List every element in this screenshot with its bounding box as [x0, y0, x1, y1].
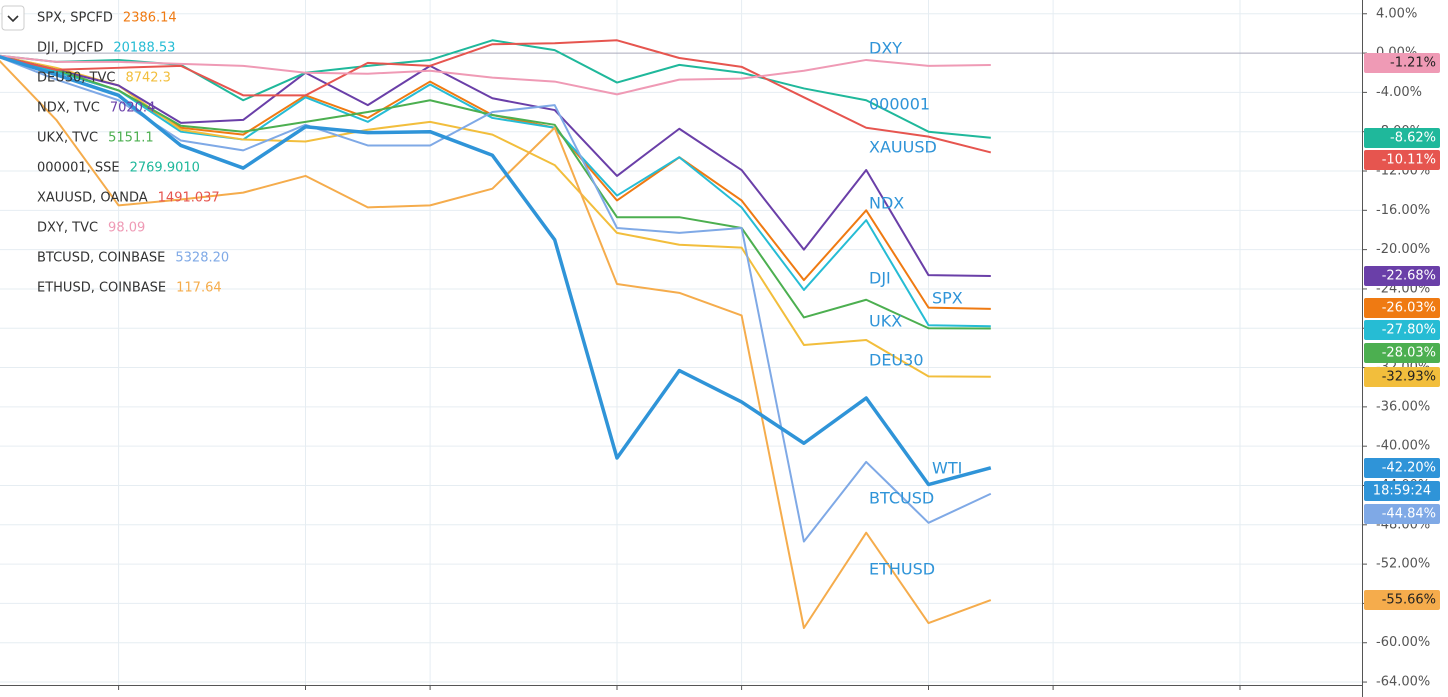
series-line — [0, 55, 992, 487]
grid — [0, 0, 1362, 685]
line-name: DXY — [869, 39, 902, 58]
legend-symbol: BTCUSD, COINBASE — [37, 251, 165, 266]
series-line — [0, 39, 992, 154]
price-badge-label: -26.03% — [1382, 301, 1436, 316]
legend-symbol: DXY, TVC — [37, 221, 98, 236]
time-axis — [0, 685, 1362, 697]
legend-price: 1491.037 — [158, 191, 220, 206]
legend-symbol: DJI, DJCFD — [37, 41, 103, 56]
chevron-icon — [7, 15, 19, 23]
price-badge-label: -32.93% — [1382, 370, 1436, 385]
line-name: DEU30 — [869, 351, 924, 370]
series-line — [0, 59, 992, 629]
price-badge-label: -44.84% — [1382, 507, 1436, 522]
countdown-badge — [1364, 481, 1440, 501]
price-badge-label: -8.62% — [1390, 131, 1436, 146]
legend-price: 7020.4 — [110, 101, 156, 116]
legend-price: 20188.53 — [113, 41, 175, 56]
line-name: ETHUSD — [869, 560, 935, 579]
price-badge — [1364, 504, 1440, 524]
price-badge — [1364, 298, 1440, 318]
plot — [0, 39, 992, 629]
legend-symbol: NDX, TVC — [37, 101, 100, 116]
line-name: XAUUSD — [869, 138, 937, 157]
y-tick-label: -4.00% — [1376, 85, 1422, 100]
y-tick-label: -64.00% — [1376, 675, 1430, 690]
price-badge-label: -55.66% — [1382, 593, 1436, 608]
line-name: WTI — [932, 459, 962, 478]
price-badge-label: -1.21% — [1390, 56, 1436, 71]
badges: -26.03% -27.80% -32.93% -22.68% -28.03% -8.62… — [1364, 53, 1440, 610]
y-tick-label: -52.00% — [1376, 557, 1430, 572]
legend-price: 8742.3 — [125, 71, 171, 86]
price-badge — [1364, 458, 1440, 478]
legend-price: 5328.20 — [175, 251, 229, 266]
line-name: NDX — [869, 194, 904, 213]
series-line — [0, 55, 991, 330]
y-tick-label: -60.00% — [1376, 635, 1430, 650]
series-line — [0, 55, 991, 328]
price-badge — [1364, 53, 1440, 73]
line-labels: SPX DJI DEU30 NDX UKX 000001 XAUUSD DXY BTCUSD ET… — [869, 39, 963, 579]
y-tick-label: -16.00% — [1376, 203, 1430, 218]
y-tick-label: -40.00% — [1376, 439, 1430, 454]
price-badge-label: -28.03% — [1382, 346, 1436, 361]
price-badge-label: -22.68% — [1382, 269, 1436, 284]
legend-symbol: ETHUSD, COINBASE — [37, 281, 166, 296]
series-line — [0, 55, 991, 277]
legend-toggle[interactable] — [1, 5, 25, 31]
legend-symbol: SPX, SPCFD — [37, 11, 113, 26]
legend-symbol: 000001, SSE — [37, 161, 120, 176]
legend-symbol: XAUUSD, OANDA — [37, 191, 148, 206]
line-name: SPX — [932, 289, 963, 308]
line-name: 000001 — [869, 95, 930, 114]
legend-symbol: DEU30, TVC — [37, 71, 115, 86]
price-badge-label: -42.20% — [1382, 461, 1436, 476]
price-badge — [1364, 320, 1440, 340]
series-line — [0, 56, 992, 543]
y-tick-label: -20.00% — [1376, 242, 1430, 257]
y-tick-label: 4.00% — [1376, 6, 1417, 21]
price-badge — [1364, 367, 1440, 387]
price-badge — [1364, 150, 1440, 170]
line-name: DJI — [869, 269, 891, 288]
price-badge — [1364, 266, 1440, 286]
line-name: BTCUSD — [869, 489, 934, 508]
legend-price: 2769.9010 — [130, 161, 200, 176]
series-line — [0, 54, 991, 96]
legend-price: 5151.1 — [108, 131, 154, 146]
price-badge — [1364, 343, 1440, 363]
legend-price: 117.64 — [176, 281, 222, 296]
legend-symbol: UKX, TVC — [37, 131, 98, 146]
line-name: UKX — [869, 312, 902, 331]
series-line — [0, 55, 991, 310]
legend-price: 2386.14 — [123, 11, 177, 26]
price-badge-label: -27.80% — [1382, 323, 1436, 338]
price-badge — [1364, 128, 1440, 148]
y-tick-label: -36.00% — [1376, 399, 1430, 414]
legend: SPX, SPCFD 2386.14 DJI, DJCFD 20188.53 DEU30… — [1, 5, 229, 296]
price-badge — [1364, 590, 1440, 610]
price-badge-label: -10.11% — [1382, 153, 1436, 168]
legend-price: 98.09 — [108, 221, 145, 236]
countdown-label: 18:59:24 — [1373, 484, 1431, 499]
